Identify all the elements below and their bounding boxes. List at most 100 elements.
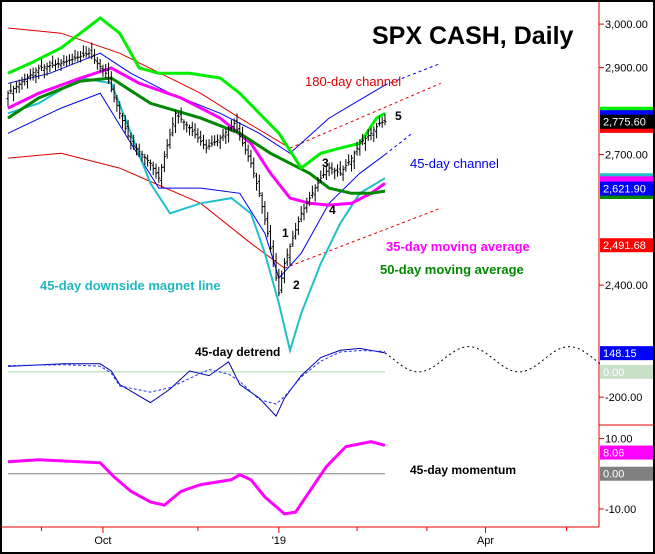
price-bar: [42, 64, 46, 79]
price-bar: [56, 57, 60, 69]
price-bar: [349, 154, 353, 172]
momentum-line: [7, 440, 386, 516]
price-bar: [26, 73, 30, 89]
annotation-45-day-channel: 45-day channel: [410, 156, 499, 171]
price-bar: [37, 64, 41, 80]
price-bar: [246, 144, 250, 162]
price-bar: [241, 126, 245, 147]
price-axis-tick-label: 2,700.00: [605, 150, 648, 162]
price-bar: [9, 83, 13, 94]
price-bar: [62, 55, 66, 67]
price-bar: [118, 101, 122, 119]
price-value-label-bg: [600, 181, 654, 196]
price-bar: [383, 113, 387, 126]
price-bar: [224, 128, 228, 144]
price-axis-tick-label: 2,900.00: [605, 63, 648, 75]
price-bar: [336, 164, 340, 177]
price-bar: [255, 172, 259, 191]
price-bar: [330, 162, 334, 175]
price-bar: [282, 258, 286, 284]
price-bar: [126, 119, 130, 140]
price-bar: [213, 135, 217, 146]
price-bar: [377, 115, 381, 127]
detrend-value-label: 0.00: [603, 367, 624, 379]
price-bar: [327, 162, 331, 177]
price-bar: [87, 47, 91, 59]
momentum-axis-tick-label: -10.00: [605, 504, 636, 516]
momentum-value-label-bg: [600, 445, 654, 460]
x-tick-label: Oct: [94, 535, 111, 547]
price-value-label: 2,775.60: [603, 117, 646, 129]
price-bar: [79, 51, 83, 63]
price-bar: [257, 174, 261, 197]
price-bar: [322, 167, 326, 179]
price-bar: [316, 177, 320, 192]
price-bar: [288, 243, 292, 266]
price-bar: [143, 153, 147, 165]
price-bar: [109, 71, 113, 93]
price-bar: [40, 59, 44, 71]
price-bar: [210, 135, 214, 147]
price-bar: [123, 115, 127, 134]
price-bar: [6, 90, 10, 107]
price-bar: [319, 170, 323, 184]
price-bar: [313, 184, 317, 202]
price-bar: [305, 197, 309, 213]
price-bar: [333, 167, 337, 180]
series-45-day-downside-magnet-line: [7, 76, 386, 355]
price-bar: [95, 57, 99, 70]
annotation-180-day-channel: 180-day channel: [305, 74, 402, 89]
price-bar: [268, 224, 272, 252]
price-bar: [20, 76, 24, 90]
price-bar: [168, 128, 172, 149]
price-bar: [84, 46, 88, 58]
wave-label-3: 3: [322, 156, 329, 170]
price-bar: [107, 62, 111, 84]
momentum-label: 45-day momentum: [410, 463, 517, 477]
price-bar: [285, 248, 289, 266]
price-bar: [238, 122, 242, 141]
price-bar: [154, 163, 158, 179]
price-bar: [132, 134, 136, 150]
price-bar: [277, 268, 281, 297]
series-180-day-channel-lower: [7, 152, 285, 269]
price-bar: [45, 62, 49, 76]
detrend-label: 45-day detrend: [195, 345, 281, 359]
price-bar: [120, 112, 124, 129]
annotation-50-day-ma: 50-day moving average: [380, 262, 524, 277]
price-bar: [215, 134, 219, 147]
price-bar: [23, 73, 27, 86]
price-bar: [235, 113, 239, 134]
price-bar: [299, 206, 303, 223]
price-bar: [51, 55, 55, 69]
price-bar: [104, 63, 108, 79]
price-bar: [358, 139, 362, 156]
price-bar: [341, 165, 345, 182]
price-bar: [271, 240, 275, 268]
projection-45-day-channel-lower: [384, 132, 414, 155]
price-bar: [115, 95, 119, 112]
annotation-35-day-ma: 35-day moving average: [386, 239, 530, 254]
price-value-label: 2,491.68: [603, 240, 646, 252]
momentum-value-label: 0.00: [603, 469, 624, 481]
price-value-label: 2,621.90: [603, 184, 646, 196]
price-bar: [296, 216, 300, 236]
series-50-day-moving-average: [7, 76, 386, 195]
x-tick-label: '19: [272, 535, 286, 547]
price-bar: [112, 83, 116, 103]
price-bar: [93, 48, 97, 64]
price-bar: [361, 134, 365, 146]
price-bar: [148, 159, 152, 171]
price-bar: [67, 54, 71, 65]
wave-label-2: 2: [293, 278, 300, 292]
momentum-value-label-bg: [600, 466, 654, 481]
price-bar: [176, 112, 180, 124]
detrend-smoothed-line: [7, 349, 386, 405]
momentum-value-label: 8.06: [603, 448, 624, 460]
price-bar: [372, 126, 376, 143]
price-bar: [243, 136, 247, 155]
price-bar: [355, 141, 359, 156]
price-bar: [369, 127, 373, 141]
